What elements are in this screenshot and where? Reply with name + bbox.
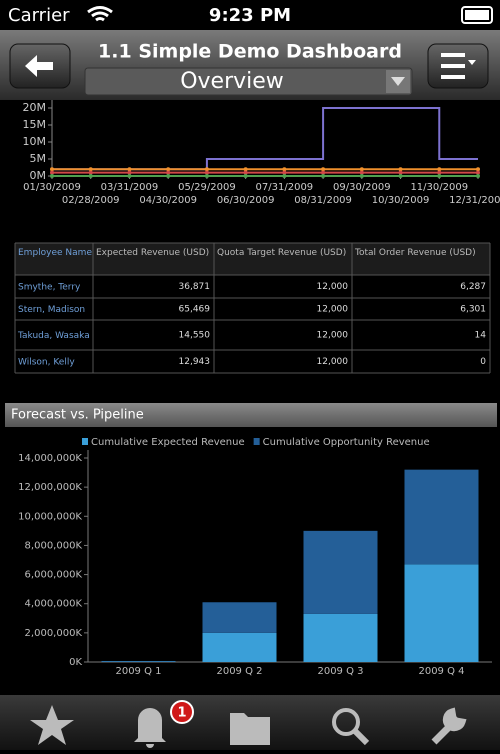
point <box>50 167 54 171</box>
y-tick-label: 14,000,000K <box>18 453 82 464</box>
x-tick-label: 05/29/2009 <box>178 182 236 193</box>
x-tick-label: 08/31/2009 <box>294 195 352 206</box>
view-label: Overview <box>180 69 284 94</box>
employee-name: Takuda, Wasaka <box>17 331 90 341</box>
cell-value: 36,871 <box>179 282 211 292</box>
folders-tab[interactable] <box>230 713 270 745</box>
point <box>50 174 54 178</box>
line-series <box>52 108 478 169</box>
point <box>205 167 209 171</box>
x-tick-label: 07/31/2009 <box>256 182 314 193</box>
x-tick-label: 06/30/2009 <box>217 195 275 206</box>
bar-segment <box>304 614 378 662</box>
bar-segment <box>102 661 176 662</box>
point <box>127 167 131 171</box>
point <box>89 174 93 178</box>
point <box>360 167 364 171</box>
employee-name: Stern, Madison <box>18 305 85 315</box>
y-tick-label: 10,000,000K <box>18 511 82 522</box>
point <box>437 167 441 171</box>
x-tick-label: 10/30/2009 <box>372 195 430 206</box>
bar-chart-title: Forecast vs. Pipeline <box>11 408 144 423</box>
bar-segment <box>405 564 479 662</box>
column-header: Expected Revenue (USD) <box>96 248 209 258</box>
x-tick-label: 04/30/2009 <box>139 195 197 206</box>
x-tick-label: 12/31/2009 <box>449 195 500 206</box>
x-tick-label: 2009 Q 2 <box>216 666 262 677</box>
point <box>166 167 170 171</box>
bar-segment <box>203 633 277 662</box>
x-tick-label: 2009 Q 1 <box>115 666 161 677</box>
y-tick-label: 10M <box>23 135 47 148</box>
point <box>282 167 286 171</box>
employee-name: Wilson, Kelly <box>18 357 75 367</box>
point <box>476 174 480 178</box>
x-tick-label: 09/30/2009 <box>333 182 391 193</box>
x-tick-label: 02/28/2009 <box>62 195 120 206</box>
y-tick-label: 20M <box>23 101 47 114</box>
nav-title: 1.1 Simple Demo Dashboard <box>98 41 402 63</box>
y-tick-label: 15M <box>23 118 47 131</box>
cell-value: 65,469 <box>179 305 211 315</box>
y-tick-label: 0K <box>69 657 82 668</box>
legend-swatch <box>254 438 260 445</box>
clock: 9:23 PM <box>209 5 291 26</box>
legend-swatch <box>82 438 88 445</box>
cell-value: 6,287 <box>460 282 486 292</box>
point <box>282 174 286 178</box>
point <box>321 174 325 178</box>
point <box>89 167 93 171</box>
cell-value: 6,301 <box>460 305 486 315</box>
column-header: Quota Target Revenue (USD) <box>217 248 346 258</box>
employee-name: Smythe, Terry <box>18 282 81 292</box>
battery-level <box>465 10 489 20</box>
cell-value: 14 <box>475 331 487 341</box>
point <box>244 167 248 171</box>
bar-segment <box>304 531 378 614</box>
x-tick-label: 2009 Q 4 <box>418 666 464 677</box>
point <box>437 174 441 178</box>
column-header: Total Order Revenue (USD) <box>354 248 476 258</box>
cell-value: 12,943 <box>179 357 211 367</box>
cell-value: 0 <box>480 357 486 367</box>
carrier: Carrier <box>8 5 70 26</box>
point <box>399 174 403 178</box>
y-tick-label: 0M <box>30 169 47 182</box>
bar-segment <box>405 470 479 565</box>
bar-segment <box>203 602 277 633</box>
y-tick-label: 5M <box>30 152 47 165</box>
x-tick-label: 03/31/2009 <box>101 182 159 193</box>
x-tick-label: 11/30/2009 <box>410 182 468 193</box>
cell-value: 12,000 <box>317 331 349 341</box>
column-header: Employee Name <box>18 248 92 258</box>
y-tick-label: 6,000,000K <box>25 570 83 581</box>
x-tick-label: 2009 Q 3 <box>317 666 363 677</box>
point <box>127 174 131 178</box>
point <box>360 174 364 178</box>
cell-value: 12,000 <box>317 305 349 315</box>
revenue-table: Employee Name Expected Revenue (USD) Quota… <box>15 243 490 373</box>
y-tick-label: 4,000,000K <box>25 599 83 610</box>
point <box>244 174 248 178</box>
legend-label: Cumulative Expected Revenue <box>91 437 245 448</box>
point <box>476 167 480 171</box>
y-tick-label: 12,000,000K <box>18 482 82 493</box>
y-tick-label: 2,000,000K <box>25 628 83 639</box>
alert-badge-count: 1 <box>177 706 186 721</box>
point <box>399 167 403 171</box>
legend-label: Cumulative Opportunity Revenue <box>263 437 430 448</box>
cell-value: 12,000 <box>317 282 349 292</box>
point <box>205 174 209 178</box>
y-tick-label: 8,000,000K <box>25 540 83 551</box>
point <box>166 174 170 178</box>
cell-value: 14,550 <box>179 331 211 341</box>
x-tick-label: 01/30/2009 <box>23 182 81 193</box>
cell-value: 12,000 <box>317 357 349 367</box>
point <box>321 167 325 171</box>
